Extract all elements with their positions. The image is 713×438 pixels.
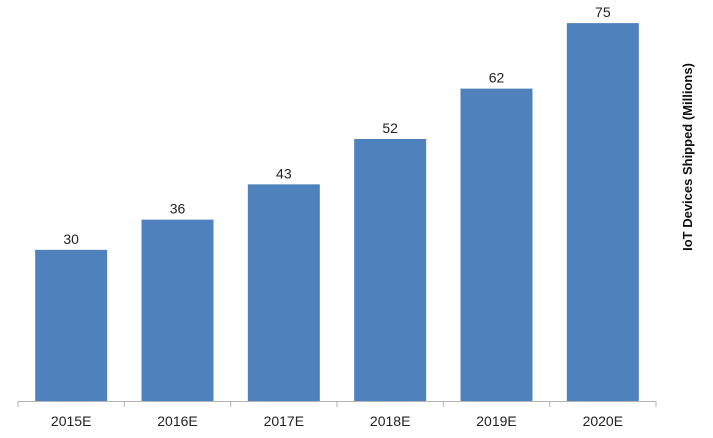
x-axis-ticks	[17, 401, 657, 407]
x-axis-tick-labels: 2015E 2016E 2017E 2018E 2019E 2020E	[51, 413, 623, 429]
x-tick-label-2019E: 2019E	[476, 413, 516, 429]
x-tick-label-2020E: 2020E	[583, 413, 623, 429]
y-axis-title: IoT Devices Shipped (Millions)	[680, 63, 695, 251]
x-tick-label-2017E: 2017E	[264, 413, 304, 429]
data-label-2015E: 30	[63, 231, 79, 247]
x-tick-label-2016E: 2016E	[157, 413, 197, 429]
bar-2020E	[566, 23, 639, 401]
x-tick-label-2015E: 2015E	[51, 413, 91, 429]
bars-group	[35, 23, 639, 401]
data-label-2020E: 75	[595, 4, 611, 20]
data-label-2017E: 43	[276, 165, 292, 181]
bar-2018E	[354, 139, 427, 401]
x-tick-label-2018E: 2018E	[370, 413, 410, 429]
data-label-2016E: 36	[170, 201, 186, 217]
bar-2017E	[247, 184, 320, 401]
data-label-2019E: 62	[489, 70, 505, 86]
bar-2015E	[35, 249, 108, 401]
bar-2016E	[141, 219, 214, 401]
bar-2019E	[460, 88, 533, 401]
data-labels-group: 30 36 43 52 62 75	[63, 4, 610, 247]
data-label-2018E: 52	[382, 120, 398, 136]
